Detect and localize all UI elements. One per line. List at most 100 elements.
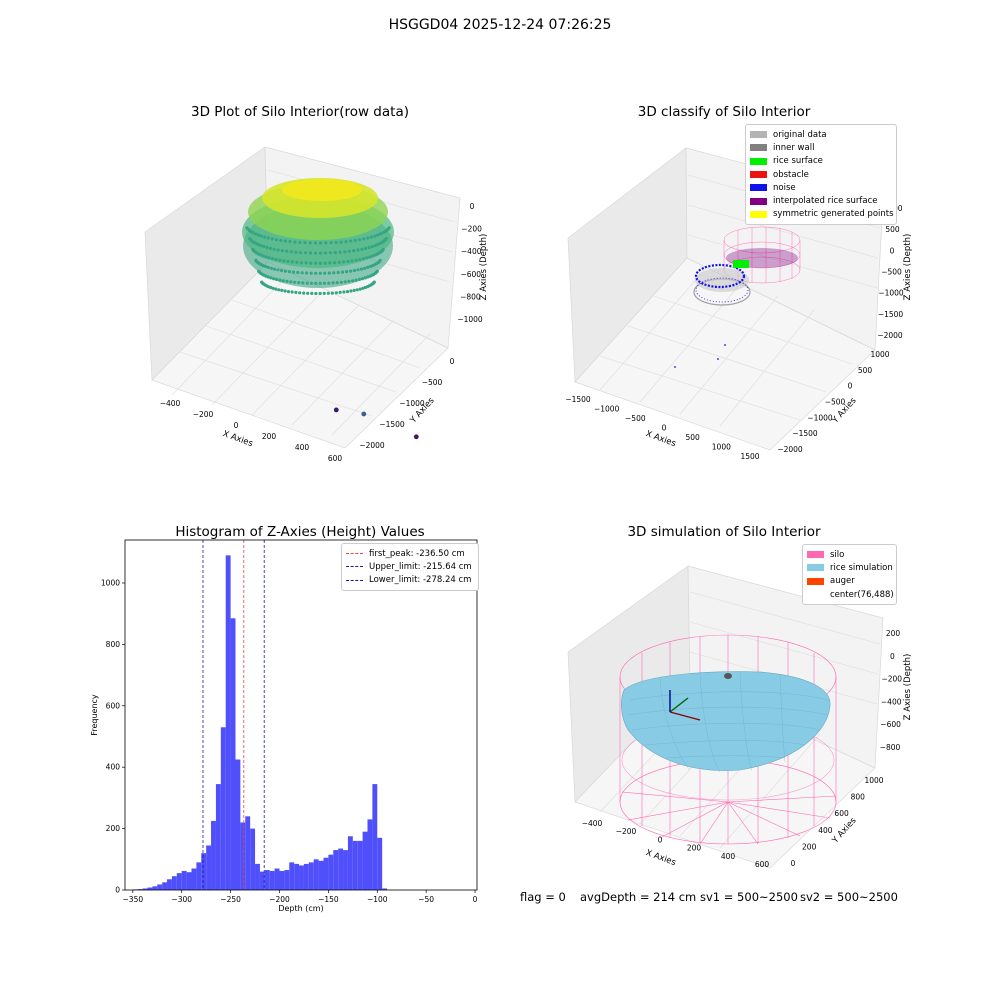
raw-point [309,261,313,265]
panel4-y-tick-label: 400 [818,826,833,835]
histogram-bar [289,862,295,890]
histogram-bar [338,848,344,890]
panel1-y-tick-label: 0 [450,357,455,366]
raw-point [257,262,261,266]
histogram-y-tick-label: 800 [106,640,121,649]
panel1-z-tick-label: −800 [460,292,481,301]
raw-point [301,281,305,285]
raw-point [345,270,349,274]
histogram-bar [372,784,378,890]
histogram-x-tick-label: −350 [123,895,144,904]
histogram-y-tick-label: 400 [106,763,121,772]
panel1-x-tick-label: −400 [160,399,181,408]
raw-point [276,248,280,252]
raw-point [349,239,353,243]
raw-point [271,286,275,290]
raw-point [333,251,337,255]
raw-point [362,237,366,241]
raw-point [270,237,274,241]
histogram-bar [333,850,339,890]
raw-point [310,291,314,295]
raw-point [335,281,339,285]
raw-point [257,269,261,273]
raw-point [352,288,356,292]
raw-point [329,241,333,245]
panel4-y-tick-label: 1000 [864,776,883,785]
histogram-bar [279,870,285,890]
raw-point [370,282,374,286]
histogram-bar [215,784,221,890]
histogram-bar [284,870,290,890]
raw-point [352,268,356,273]
panel4-y-tick-label: 800 [851,793,866,802]
panel1-z-tick-label: −600 [460,270,481,279]
noise-point [674,366,676,368]
raw-point [363,276,367,280]
raw-point [260,272,264,276]
raw-point [313,251,318,255]
raw-point [372,280,376,284]
raw-point [384,237,388,241]
raw-point [369,283,373,287]
histogram-x-tick-label: −200 [269,895,290,904]
raw-point [318,261,322,265]
raw-point [262,273,266,277]
raw-point [337,260,341,264]
panel4-x-tick-label: −400 [582,819,603,828]
histogram-bar [132,889,138,890]
raw-point [365,256,369,260]
panel2-title: 3D classify of Silo Interior [637,104,811,120]
raw-point [246,227,250,231]
histogram-bar [269,870,275,890]
raw-point [249,238,253,242]
panel1-y-tick-label: −1500 [379,420,405,429]
histogram-bar [323,857,329,890]
panel1-z-tick-label: −400 [461,247,482,256]
raw-point [336,270,340,275]
raw-point [247,228,251,232]
raw-point [251,231,255,235]
legend-item-upper-limit: Upper_limit: -215.64 cm [346,560,474,573]
histogram-bar [357,840,363,890]
panel4-y-tick-label: 600 [834,809,849,818]
panel2-y-tick-label: 1000 [870,350,889,359]
raw-point [263,235,267,239]
raw-point [291,270,296,274]
raw-point [350,259,354,263]
panel1-z-tick-label: 0 [470,202,475,211]
histogram-bar [191,868,197,890]
raw-point [368,274,372,278]
histogram-bar [147,887,153,890]
raw-point [254,258,258,262]
raw-point [382,239,386,243]
panel4-z-tick-label: −200 [881,675,902,684]
raw-point [254,241,258,245]
raw-point [360,247,364,251]
raw-point [378,232,383,236]
histogram-x-tick-label: −150 [318,895,339,904]
raw-point [252,240,256,244]
raw-point [290,290,294,294]
panel4-y-tick-label: 0 [791,859,796,868]
histogram-bar [264,870,270,890]
raw-point [375,262,379,266]
raw-point [327,271,331,275]
histogram-bar [318,860,324,890]
raw-point [256,242,260,247]
histogram-x-tick-label: −300 [171,895,192,904]
histogram-bar [274,868,280,890]
raw-point [309,271,313,275]
raw-point [295,260,299,264]
raw-point [265,245,269,250]
raw-point [376,242,380,247]
raw-point [255,259,259,264]
raw-point [283,269,287,273]
raw-point [245,226,249,230]
raw-point [287,270,291,274]
raw-point [280,288,284,292]
histogram-bar [382,888,388,890]
panel2-y-tick-label: −2000 [777,445,803,454]
raw-point [355,288,359,292]
panel2-xlabel: X Axies [644,429,677,449]
raw-point [263,283,267,287]
